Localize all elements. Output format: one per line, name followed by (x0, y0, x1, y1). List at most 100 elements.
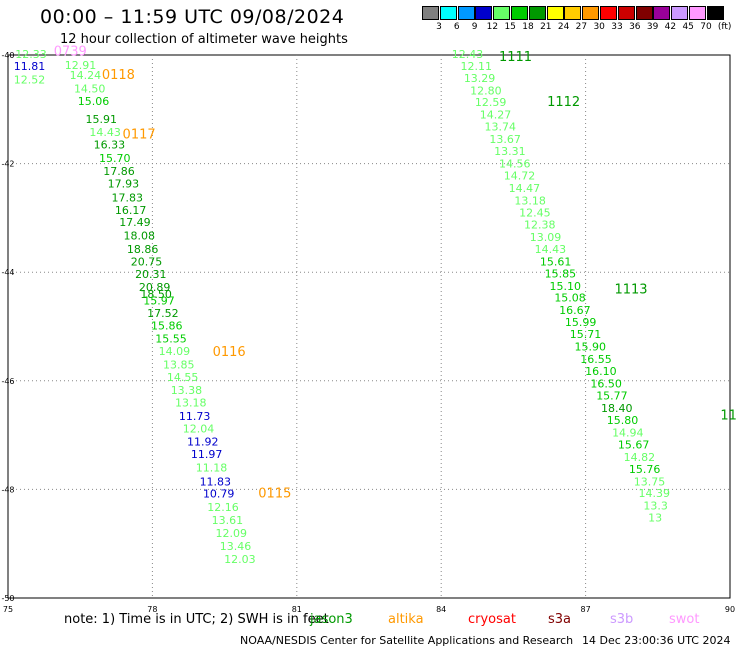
data-point-label: 14.72 (504, 170, 535, 183)
data-point-label: 12.16 (207, 501, 239, 514)
data-point-label: 15.55 (155, 332, 187, 345)
data-point-label: 17.86 (103, 165, 135, 178)
data-point-label: 12.04 (183, 423, 215, 436)
data-point-label: 15.06 (78, 95, 110, 108)
legend-bin-label: 18 (522, 22, 534, 32)
legend-bin-label: 9 (471, 22, 478, 32)
data-point-label: 13.46 (220, 540, 252, 553)
data-point-label: 13.38 (171, 384, 203, 397)
note-text: note: 1) Time is in UTC; 2) SWH is in fe… (64, 612, 329, 627)
legend-bin-label: 39 (646, 22, 659, 32)
timestamp-text: 14 Dec 23:00:36 UTC 2024 (582, 634, 731, 647)
data-point-label: 17.52 (147, 307, 179, 320)
data-point-label: 13.61 (212, 514, 244, 527)
pass-time-label: 0116 (213, 345, 246, 360)
y-tick-label: -48 (1, 485, 14, 494)
data-point-label: 20.31 (135, 268, 167, 281)
data-point-label: 12.45 (519, 206, 551, 219)
satellite-label-s3b: s3b (610, 612, 634, 627)
data-point-label: 15.61 (540, 255, 572, 268)
legend-swatch (635, 6, 653, 20)
legend-swatch (457, 6, 475, 20)
data-point-label: 14.39 (639, 487, 671, 500)
data-point-label: 14.47 (509, 182, 541, 195)
pass-time-label: 0117 (123, 128, 156, 143)
legend-swatch (671, 6, 689, 20)
legend-swatch (689, 6, 706, 20)
data-point-label: 15.86 (151, 319, 183, 332)
legend-swatch (546, 6, 564, 20)
data-point-label: 15.97 (143, 294, 175, 307)
data-point-label: 13 (648, 512, 662, 525)
data-point-label: 15.10 (550, 280, 582, 293)
legend-swatch (528, 6, 546, 20)
pass-time-label: 0115 (258, 487, 291, 502)
legend-bin-label: 33 (611, 22, 623, 32)
data-point-label: 13.18 (175, 397, 207, 410)
legend-unit: (ft) (717, 22, 732, 32)
data-point-label: 13.75 (634, 475, 666, 488)
data-point-label: 13.74 (485, 121, 517, 134)
data-point-label: 10.79 (203, 488, 235, 501)
pass-time-label: 0739 (54, 45, 87, 60)
x-tick-label: 81 (292, 605, 302, 614)
y-tick-label: -42 (1, 160, 14, 169)
data-point-label: 13.31 (494, 145, 526, 158)
pass-time-label: 1112 (547, 95, 580, 110)
data-point-label: 17.93 (108, 178, 140, 191)
data-point-label: 12.38 (524, 218, 556, 231)
data-point-label: 12.11 (460, 60, 492, 73)
data-point-label: 11.97 (191, 448, 223, 461)
satellite-label-swot: swot (669, 612, 700, 627)
x-tick-label: 87 (581, 605, 591, 614)
legend-swatch (493, 6, 511, 20)
satellite-label-jason3: jason3 (310, 612, 353, 627)
pass-time-label: 11 (720, 408, 737, 423)
x-tick-label: 84 (436, 605, 446, 614)
data-point-label: 12.43 (452, 48, 484, 61)
legend-bin-label: 36 (629, 22, 641, 32)
data-point-label: 15.85 (545, 267, 577, 280)
data-point-label: 13.18 (514, 195, 546, 208)
legend-bin-label: 42 (664, 22, 677, 32)
data-point-label: 12.91 (65, 59, 97, 72)
data-point-label: 12.09 (215, 527, 247, 540)
data-point-label: 15.67 (618, 438, 650, 451)
x-tick-label: 90 (725, 605, 735, 614)
legend-swatch (422, 6, 439, 20)
data-point-label: 16.50 (590, 378, 622, 391)
data-point-label: 15.76 (629, 463, 661, 476)
legend-bin-label: 45 (682, 22, 694, 32)
data-point-label: 15.77 (596, 389, 628, 402)
chart-title: 00:00 – 11:59 UTC 09/08/2024 (40, 6, 345, 28)
data-point-label: 16.17 (115, 204, 147, 217)
data-point-label: 16.67 (559, 304, 591, 317)
satellite-label-s3a: s3a (548, 612, 572, 627)
data-point-label: 15.71 (570, 328, 602, 341)
pass-time-label: 0118 (102, 68, 135, 83)
data-point-label: 14.43 (89, 126, 121, 139)
data-point-label: 13.67 (489, 133, 521, 146)
data-point-label: 12.80 (470, 84, 502, 97)
pass-time-label: 1111 (499, 50, 532, 65)
pass-time-label: 1113 (614, 282, 647, 297)
plot-frame (7, 54, 731, 599)
data-point-label: 16.33 (94, 139, 126, 152)
data-point-label: 16.55 (580, 353, 612, 366)
data-point-label: 13.3 (643, 500, 668, 513)
legend-bin-label: 24 (557, 22, 570, 32)
data-point-label: 11.81 (14, 60, 46, 73)
y-tick-label: -46 (1, 377, 14, 386)
y-tick-label: -50 (1, 594, 14, 603)
data-point-label: 14.24 (70, 69, 102, 82)
data-point-label: 14.50 (74, 83, 106, 96)
data-point-label: 11.18 (196, 462, 228, 475)
data-point-label: 12.33 (15, 48, 47, 61)
data-point-label: 15.90 (575, 341, 607, 354)
legend-bin-label: 70 (700, 22, 712, 32)
legend-swatch (475, 6, 493, 20)
data-point-label: 20.89 (139, 281, 171, 294)
legend-swatch (600, 6, 617, 20)
data-point-label: 14.55 (167, 371, 199, 384)
